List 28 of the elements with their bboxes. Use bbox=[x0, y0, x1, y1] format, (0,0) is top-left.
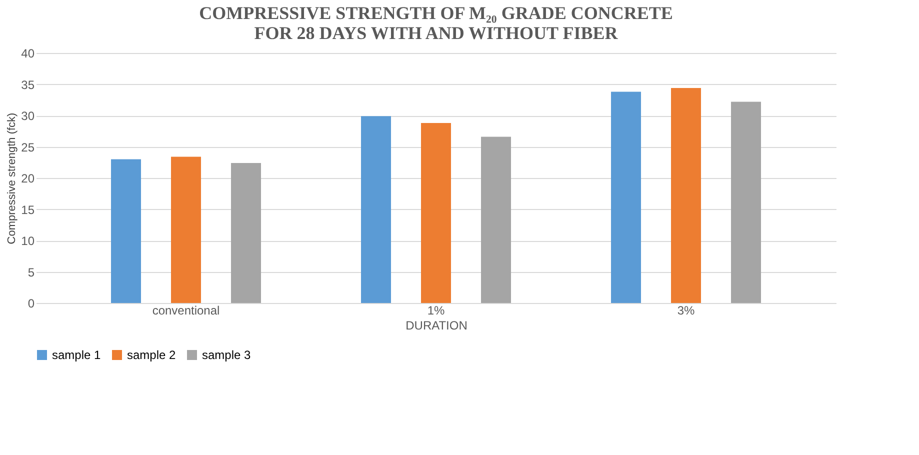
y-tick-label: 30 bbox=[21, 109, 35, 123]
bar bbox=[731, 102, 761, 303]
y-tick-label: 25 bbox=[21, 140, 35, 154]
y-tick-label: 35 bbox=[21, 78, 35, 92]
y-axis-title: Compressive strength (fck) bbox=[6, 112, 18, 244]
legend-label: sample 3 bbox=[202, 348, 252, 362]
y-tick-label: 5 bbox=[28, 265, 35, 280]
bar bbox=[671, 88, 701, 303]
y-tick-label: 0 bbox=[28, 296, 35, 310]
y-tick-label: 20 bbox=[21, 172, 35, 186]
x-axis-title: DURATION bbox=[406, 318, 468, 332]
x-tick-label: 1% bbox=[427, 304, 445, 318]
text: FOR 28 DAYS WITH AND WITHOUT FIBER bbox=[254, 23, 618, 43]
x-tick-label: 3% bbox=[677, 304, 695, 318]
y-tick-label: 15 bbox=[21, 202, 35, 217]
bar bbox=[231, 163, 261, 303]
legend-label: sample 1 bbox=[52, 348, 102, 362]
x-tick-label: conventional bbox=[152, 304, 220, 318]
y-tick-label: 40 bbox=[21, 46, 35, 60]
legend-label: sample 2 bbox=[127, 348, 176, 362]
bar bbox=[481, 136, 511, 303]
text: COMPRESSIVE STRENGTH OF M₂₀ GRADE CONCRETE bbox=[199, 3, 673, 23]
bar bbox=[361, 116, 391, 303]
bar bbox=[171, 156, 201, 303]
bar bbox=[611, 92, 641, 303]
y-tick-label: 10 bbox=[21, 234, 35, 248]
bar bbox=[421, 123, 451, 303]
bar bbox=[111, 159, 141, 303]
